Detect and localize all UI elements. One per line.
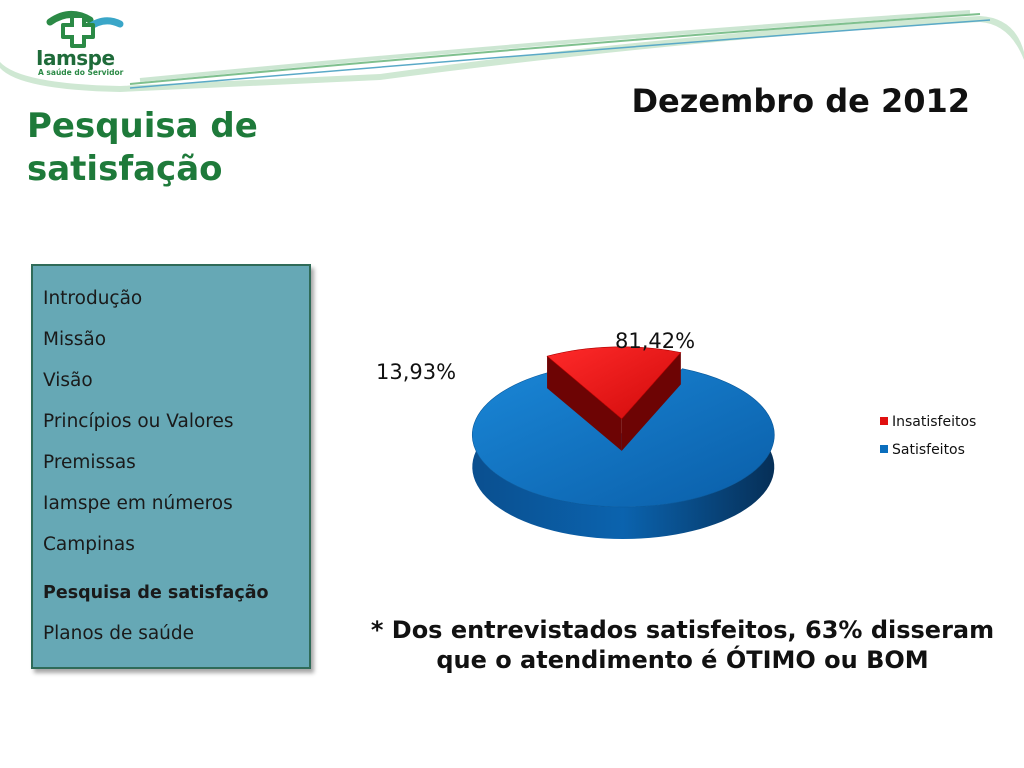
nav-item-iamspe-numeros[interactable]: Iamspe em números	[43, 493, 233, 514]
data-label-satisfeitos: 81,42%	[615, 329, 695, 353]
nav-item-visao[interactable]: Visão	[43, 370, 93, 391]
footnote: * Dos entrevistados satisfeitos, 63% dis…	[345, 615, 1020, 675]
legend-label-insatisfeitos: Insatisfeitos	[892, 414, 976, 430]
satisfaction-pie-chart: 13,93% 81,42% Insatisfeitos Satisfeitos	[376, 329, 976, 539]
footnote-line-2: que o atendimento é ÓTIMO ou BOM	[436, 646, 929, 674]
logo-tagline: A saúde do Servidor	[38, 68, 124, 77]
logo-brand-name: Iamspe	[36, 46, 115, 70]
legend-swatch-satisfeitos	[880, 445, 888, 453]
nav-item-introducao[interactable]: Introdução	[43, 288, 143, 309]
nav-item-campinas[interactable]: Campinas	[43, 534, 135, 555]
pie-slice-insatisfeitos	[546, 346, 682, 451]
legend-label-satisfeitos: Satisfeitos	[892, 442, 965, 458]
header-swoosh	[0, 10, 1024, 92]
legend-swatch-insatisfeitos	[880, 417, 888, 425]
nav-item-principios[interactable]: Princípios ou Valores	[43, 411, 234, 432]
page-title: Pesquisa de satisfação	[27, 106, 258, 189]
nav-panel: Introdução Missão Visão Princípios ou Va…	[31, 264, 311, 669]
date-heading: Dezembro de 2012	[631, 82, 970, 120]
footnote-line-1: * Dos entrevistados satisfeitos, 63% dis…	[370, 616, 995, 644]
nav-item-missao[interactable]: Missão	[43, 329, 107, 350]
data-label-insatisfeitos: 13,93%	[376, 360, 456, 384]
nav-item-pesquisa-satisfacao[interactable]: Pesquisa de satisfação	[43, 583, 269, 603]
iamspe-logo	[46, 11, 124, 48]
nav-item-planos-saude[interactable]: Planos de saúde	[43, 623, 195, 644]
nav-item-premissas[interactable]: Premissas	[43, 452, 136, 473]
